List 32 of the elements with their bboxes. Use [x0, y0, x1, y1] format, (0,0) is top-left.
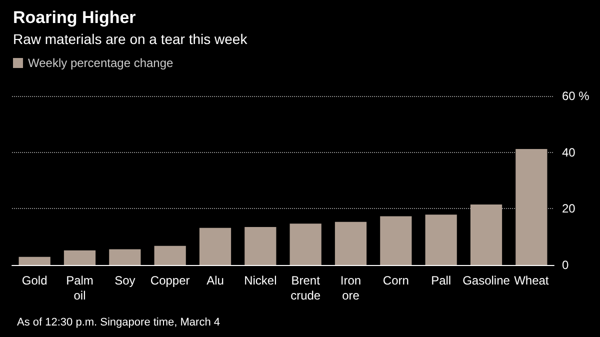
- y-tick-label: 0: [562, 258, 569, 272]
- x-tick-label: Gasoline: [462, 274, 510, 288]
- x-tick-label: Wheat: [514, 274, 550, 288]
- chart-title: Roaring Higher: [13, 8, 136, 27]
- x-tick-label: Brent crude: [290, 274, 321, 302]
- bar: [380, 216, 412, 265]
- text: As of 12:30 p.m. Singapore time, March 4: [17, 316, 220, 328]
- bar: [516, 148, 548, 265]
- x-tick-label: Iron ore: [340, 274, 362, 302]
- x-tick-label: Nickel: [244, 274, 277, 288]
- x-tick-label: Gold: [22, 274, 48, 288]
- bar: [64, 250, 96, 265]
- bar: [154, 246, 186, 265]
- bar: [199, 228, 232, 265]
- bar: [18, 256, 50, 265]
- x-tick-label: Soy: [114, 274, 136, 288]
- bar: [425, 214, 457, 265]
- x-tick-label: Palm oil: [66, 274, 94, 302]
- bar: [109, 249, 141, 265]
- y-tick-label: 20: [562, 202, 576, 216]
- bar: [290, 224, 322, 265]
- x-tick-label: Alu: [206, 274, 224, 288]
- bar: [470, 204, 502, 265]
- x-tick-label: Corn: [382, 274, 409, 288]
- legend-label: Weekly percentage change: [28, 56, 174, 70]
- x-tick-label: Copper: [150, 274, 190, 288]
- y-tick-label: 40: [562, 145, 576, 160]
- chart-subtitle: Raw materials are on a tear this week: [13, 31, 248, 47]
- bar: [244, 226, 276, 265]
- y-tick-label: 60 %: [562, 89, 590, 103]
- bar: [334, 222, 367, 265]
- x-tick-label: Pall: [431, 274, 452, 288]
